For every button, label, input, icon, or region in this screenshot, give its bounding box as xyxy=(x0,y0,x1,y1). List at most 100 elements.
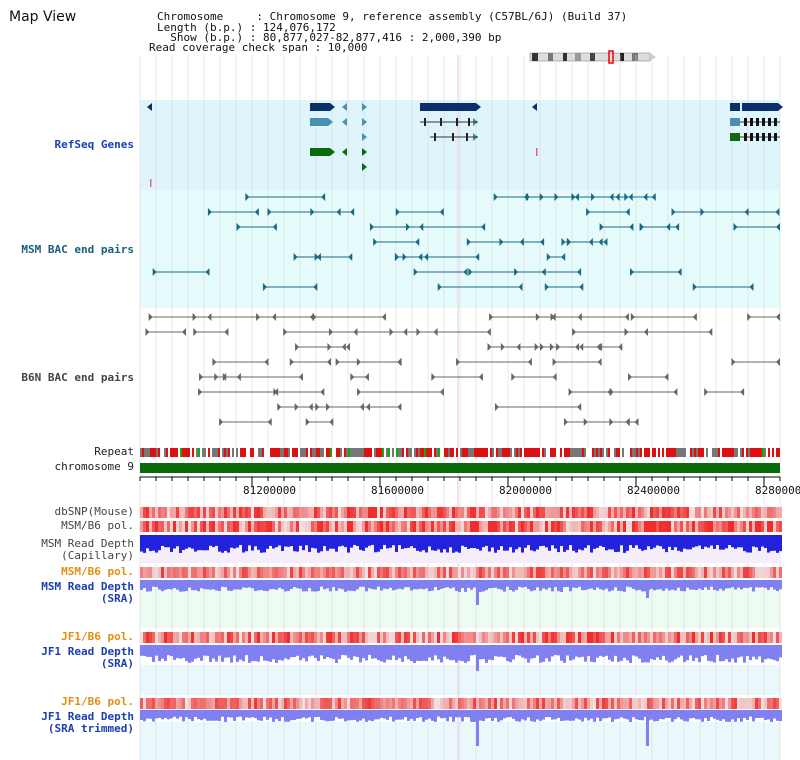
depth-bar xyxy=(755,535,758,548)
depth-bar xyxy=(449,535,452,548)
depth-bar xyxy=(317,580,320,591)
depth-bar xyxy=(566,710,569,721)
heat-cell xyxy=(338,632,341,643)
heat-cell xyxy=(521,698,524,709)
depth-bar xyxy=(383,535,386,545)
heat-cell xyxy=(461,507,464,518)
depth-bar xyxy=(779,645,782,658)
marker xyxy=(150,179,152,187)
repeat-segment xyxy=(496,448,498,457)
axis-tick-label: 81600000 xyxy=(371,484,424,497)
heat-cell xyxy=(554,698,557,709)
depth-bar xyxy=(590,710,593,719)
depth-bar xyxy=(179,645,182,659)
heat-cell xyxy=(668,521,671,532)
heat-cell xyxy=(686,521,689,532)
heat-cell xyxy=(179,507,182,518)
heat-cell xyxy=(323,632,326,643)
depth-bar xyxy=(308,535,311,552)
repeat-segment xyxy=(692,448,694,457)
heat-cell xyxy=(383,521,386,532)
depth-bar xyxy=(398,645,401,659)
heat-cell xyxy=(545,632,548,643)
depth-bar xyxy=(440,645,443,663)
heat-cell xyxy=(305,632,308,643)
repeat-segment xyxy=(396,448,398,457)
depth-bar xyxy=(620,535,623,546)
heat-cell xyxy=(368,567,371,578)
depth-bar xyxy=(398,535,401,546)
depth-bar xyxy=(545,580,548,590)
depth-bar xyxy=(779,710,782,722)
repeat-segment xyxy=(288,448,290,457)
depth-bar xyxy=(524,710,527,721)
repeat-segment xyxy=(428,448,430,457)
depth-bar xyxy=(257,645,260,662)
jf1-depth-sra-label-2: (SRA) xyxy=(100,657,134,670)
depth-bar xyxy=(215,710,218,721)
depth-bar xyxy=(335,535,338,552)
heat-cell xyxy=(590,521,593,532)
heat-cell xyxy=(710,567,713,578)
depth-bar xyxy=(773,710,776,719)
heat-cell xyxy=(380,567,383,578)
repeat-segment xyxy=(626,448,628,457)
bac-end xyxy=(295,343,300,351)
repeat-segment xyxy=(368,448,370,457)
repeat-segment xyxy=(742,448,744,457)
heat-cell xyxy=(653,632,656,643)
depth-bar xyxy=(479,710,482,721)
bac-end xyxy=(708,328,713,336)
heat-cell xyxy=(425,521,428,532)
depth-bar xyxy=(470,580,473,590)
repeat-segment xyxy=(518,448,520,457)
depth-bar xyxy=(629,710,632,722)
heat-cell xyxy=(521,632,524,643)
ideogram-band xyxy=(575,53,581,61)
repeat-segment xyxy=(624,448,626,457)
depth-bar xyxy=(194,710,197,718)
depth-bar xyxy=(347,645,350,658)
heat-cell xyxy=(485,567,488,578)
depth-bar xyxy=(485,645,488,663)
heat-cell xyxy=(164,521,167,532)
heat-cell xyxy=(734,521,737,532)
heat-cell xyxy=(377,521,380,532)
heat-cell xyxy=(779,698,782,709)
heat-cell xyxy=(428,632,431,643)
repeat-segment xyxy=(272,448,274,457)
depth-bar xyxy=(596,580,599,588)
depth-bar xyxy=(254,645,257,662)
heat-cell xyxy=(647,632,650,643)
repeat-segment xyxy=(140,448,142,457)
heat-cell xyxy=(395,567,398,578)
depth-bar xyxy=(329,645,332,659)
heat-cell xyxy=(530,507,533,518)
depth-bar xyxy=(425,645,428,661)
depth-bar xyxy=(434,580,437,588)
repeat-segment xyxy=(568,448,570,457)
depth-bar xyxy=(503,710,506,719)
depth-bar xyxy=(446,710,449,722)
depth-bar xyxy=(455,710,458,718)
depth-bar xyxy=(143,535,146,553)
depth-bar xyxy=(446,580,449,588)
depth-bar xyxy=(500,645,503,657)
heat-cell xyxy=(374,632,377,643)
depth-spike xyxy=(646,580,649,598)
bac-end xyxy=(357,388,362,396)
heat-cell xyxy=(713,632,716,643)
heat-cell xyxy=(608,507,611,518)
heat-cell xyxy=(182,567,185,578)
heat-cell xyxy=(506,567,509,578)
heat-cell xyxy=(407,521,410,532)
heat-cell xyxy=(299,521,302,532)
depth-bar xyxy=(698,535,701,546)
bac-end xyxy=(305,418,310,426)
depth-bar xyxy=(152,535,155,551)
heat-cell xyxy=(218,521,221,532)
heat-cell xyxy=(677,507,680,518)
heat-cell xyxy=(662,698,665,709)
heat-cell xyxy=(509,632,512,643)
